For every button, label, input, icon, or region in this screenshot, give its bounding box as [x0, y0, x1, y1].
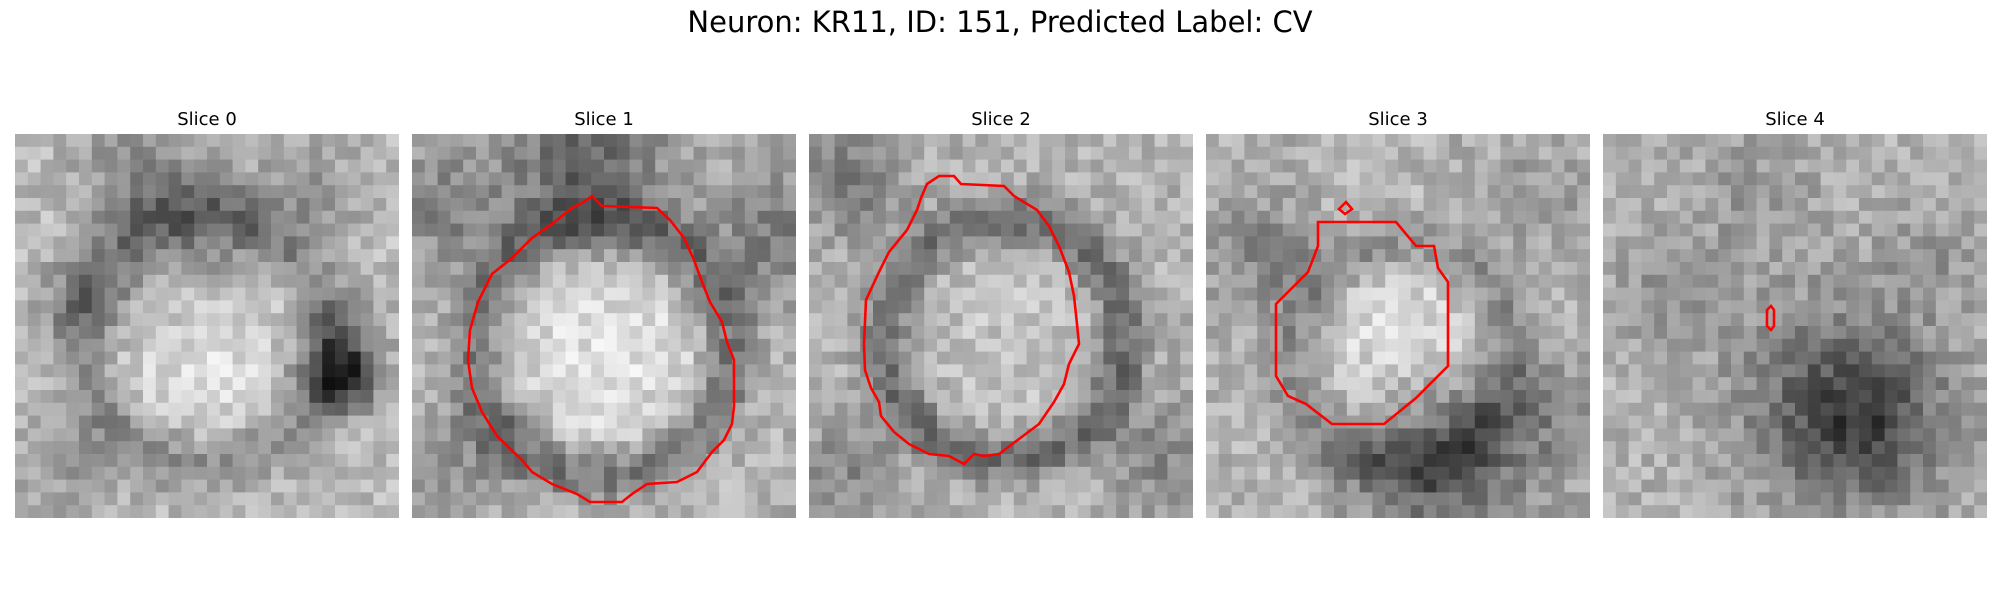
slice-image-3	[1206, 134, 1590, 518]
slice-image-0	[15, 134, 399, 518]
slice-panel-1: Slice 1	[412, 109, 796, 520]
slice-title-2: Slice 2	[971, 109, 1031, 130]
slice-image-1	[412, 134, 796, 518]
slice-panel-4: Slice 4	[1603, 109, 1987, 520]
figure-title: Neuron: KR11, ID: 151, Predicted Label: …	[687, 5, 1313, 39]
slice-image-4	[1603, 134, 1987, 518]
slice-panel-3: Slice 3	[1206, 109, 1590, 520]
slice-title-1: Slice 1	[574, 109, 634, 130]
slice-title-3: Slice 3	[1368, 109, 1428, 130]
segmentation-contour	[466, 194, 736, 504]
micrograph-pixels	[15, 134, 399, 518]
micrograph-pixels	[1603, 134, 1987, 518]
slice-panel-0: Slice 0	[15, 109, 399, 520]
micrograph-pixels	[1206, 134, 1590, 518]
segmentation-contour	[1274, 220, 1450, 426]
segmentation-contour	[1765, 304, 1776, 332]
slice-panel-2: Slice 2	[809, 109, 1193, 520]
slice-title-4: Slice 4	[1765, 109, 1825, 130]
segmentation-contour-small	[1337, 200, 1354, 216]
micrograph-pixels	[809, 134, 1193, 518]
slice-title-0: Slice 0	[177, 109, 237, 130]
slice-image-2	[809, 134, 1193, 518]
segmentation-contour	[862, 174, 1081, 466]
micrograph-pixels	[412, 134, 796, 518]
